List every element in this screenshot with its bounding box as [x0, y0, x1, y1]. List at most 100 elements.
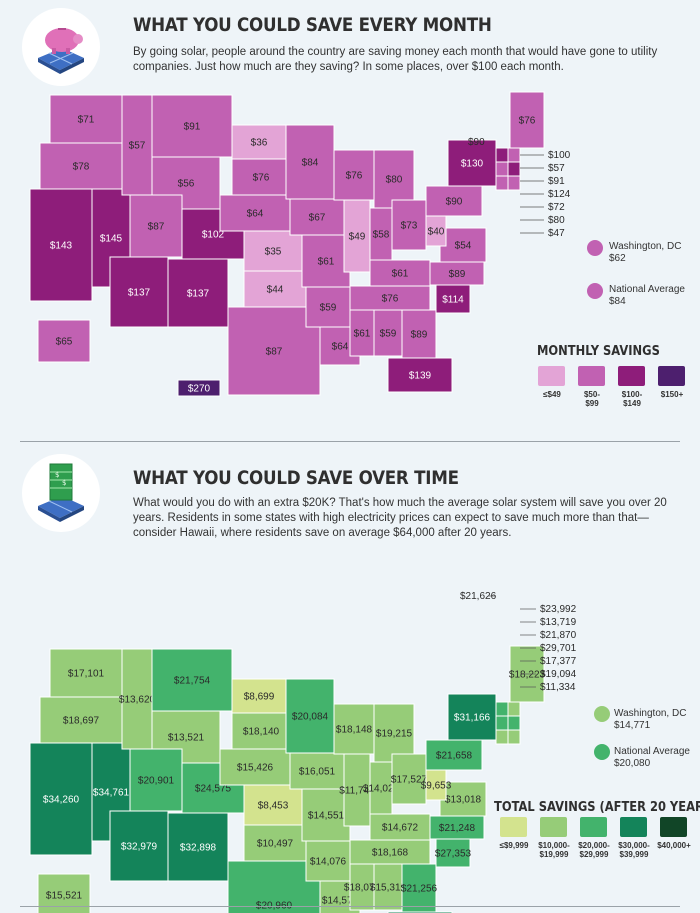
state-shape-ne — [219, 194, 291, 232]
state-ia: $67 — [289, 198, 345, 236]
state-tx: $87 — [227, 306, 321, 396]
state-shape-ga — [401, 863, 437, 913]
new-england-state-shape — [495, 175, 509, 191]
dc-label: Washington, DC $62 — [609, 241, 682, 264]
state-mo: $61 — [301, 234, 351, 288]
new-england-state-shape — [507, 701, 521, 717]
state-ia: $16,051 — [289, 752, 345, 790]
state-value-in: $58 — [373, 230, 390, 241]
state-value-ca: $143 — [50, 241, 73, 252]
state-ga: $21,256 — [401, 863, 438, 913]
state-al: $59 — [373, 309, 403, 357]
section-divider — [20, 441, 680, 442]
legend-swatch — [538, 366, 565, 386]
state-value-ak: $15,521 — [46, 891, 83, 902]
northeast-callout-label: $23,992 — [540, 604, 577, 615]
state-value-mi: $19,215 — [376, 729, 413, 740]
state-ut: $20,901 — [129, 748, 183, 812]
state-value-wy: $56 — [178, 179, 195, 190]
legend-label: ≤$9,999 — [499, 841, 529, 850]
legend-label: $40,000+ — [657, 841, 691, 850]
state-ny: $31,166 — [447, 693, 497, 741]
state-tn: $18,168 — [349, 839, 431, 865]
state-value-ia: $67 — [309, 213, 326, 224]
state-nd: $36 — [231, 124, 287, 160]
state-mn: $20,084 — [285, 678, 335, 754]
state-hi: $270 — [177, 379, 221, 397]
state-value-nm: $137 — [187, 289, 210, 300]
state-sc: $114 — [435, 284, 471, 314]
new-england-state-shape — [495, 147, 509, 163]
state-shape-ks — [243, 230, 303, 272]
state-value-ny: $130 — [461, 159, 484, 170]
state-value-hi: $270 — [188, 384, 211, 395]
state-ok: $44 — [243, 270, 307, 308]
state-value-al: $15,315 — [370, 883, 407, 894]
state-mt: $91 — [151, 94, 233, 158]
state-value-ne: $15,426 — [237, 763, 274, 774]
state-value-wa: $17,101 — [68, 669, 105, 680]
state-value-wa: $71 — [78, 115, 95, 126]
state-ok: $10,497 — [243, 824, 307, 862]
state-shape-hi — [177, 379, 221, 397]
legend-label: $50- $99 — [583, 390, 600, 408]
state-value-wv: $9,653 — [421, 781, 452, 792]
overtime-legend-title: TOTAL SAVINGS (AFTER 20 YEARS) — [494, 799, 700, 815]
state-value-ms: $18,076 — [344, 883, 381, 894]
state-value-az: $32,979 — [121, 842, 158, 853]
state-value-oh: $17,527 — [391, 775, 428, 786]
state-shape-al — [373, 863, 403, 911]
state-shape-ok — [243, 270, 307, 308]
state-shape-sc — [435, 838, 471, 868]
state-nd: $8,699 — [231, 678, 287, 714]
overtime-description: What would you do with an extra $20K? Th… — [133, 497, 667, 539]
new-england-state-shape — [495, 701, 509, 717]
state-shape-sc — [435, 284, 471, 314]
state-value-al: $59 — [380, 329, 397, 340]
new-england-state-shape — [507, 715, 521, 731]
total-savings-map: $17,101 $18,697 $34,260 $34,761 $13,620 $21,7… — [29, 591, 577, 913]
state-wi: $18,148 — [333, 703, 375, 755]
legend-label: $10,000- $19,999 — [538, 841, 570, 859]
state-shape-ut — [129, 194, 183, 258]
new-england-state-shape — [507, 175, 521, 191]
state-value-co: $102 — [202, 230, 225, 241]
total-savings-section: $ $ WHAT YOU COULD SAVE OVER TIME What w… — [0, 444, 700, 913]
state-shape-ne — [219, 748, 291, 786]
state-nm: $32,898 — [167, 812, 229, 882]
legend-label: $20,000- $29,999 — [578, 841, 610, 859]
state-shape-tx — [227, 306, 321, 396]
state-value-sd: $18,140 — [243, 727, 280, 738]
state-shape-va — [439, 781, 487, 817]
state-fl: $139 — [387, 357, 453, 393]
state-or: $18,697 — [39, 696, 123, 744]
state-value-nv: $34,761 — [93, 788, 130, 799]
state-value-in: $14,023 — [363, 784, 400, 795]
national-average-label-2: National Average $20,080 — [614, 746, 690, 769]
legend-swatch — [618, 366, 645, 386]
money-stack-solar-icon: $ $ — [38, 463, 84, 522]
state-ar: $59 — [305, 286, 351, 328]
state-value-tn: $18,168 — [372, 848, 409, 859]
state-wv: $40 — [425, 215, 447, 247]
monthly-description: By going solar, people around the countr… — [133, 46, 658, 73]
state-shape-ut — [129, 748, 183, 812]
state-ak: $65 — [37, 319, 91, 363]
state-value-ne: $64 — [247, 209, 264, 220]
national-average-label: National Average $84 — [609, 284, 685, 307]
state-nm: $137 — [167, 258, 229, 328]
state-value-sd: $76 — [253, 173, 270, 184]
state-ky: $14,672 — [369, 813, 431, 841]
state-ut: $87 — [129, 194, 183, 258]
state-shape-mn — [285, 124, 335, 200]
state-ca: $34,260 — [29, 742, 93, 856]
state-pa: $21,658 — [425, 739, 483, 771]
national-average-dot-2 — [594, 744, 610, 760]
state-mt: $21,754 — [151, 648, 233, 712]
state-shape-il — [343, 753, 371, 827]
state-ne: $15,426 — [219, 748, 291, 786]
state-value-oh: $73 — [401, 221, 418, 232]
state-shape-me — [509, 91, 545, 149]
state-shape-al — [373, 309, 403, 357]
state-value-pa: $90 — [446, 197, 463, 208]
